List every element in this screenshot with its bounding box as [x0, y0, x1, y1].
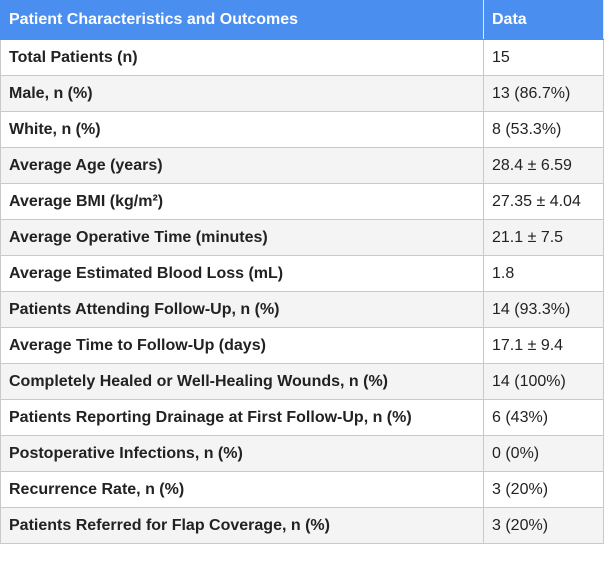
row-value: 3 (20%) [483, 507, 604, 544]
row-label: Average Age (years) [0, 147, 484, 184]
table-row: Total Patients (n) 15 [0, 39, 604, 76]
row-label: Patients Referred for Flap Coverage, n (… [0, 507, 484, 544]
row-value: 3 (20%) [483, 471, 604, 508]
header-row: Patient Characteristics and Outcomes Dat… [0, 0, 604, 40]
table-row: Recurrence Rate, n (%) 3 (20%) [0, 471, 604, 508]
row-value: 13 (86.7%) [483, 75, 604, 112]
patient-outcomes-table: Patient Characteristics and Outcomes Dat… [0, 0, 604, 544]
table-row: Patients Reporting Drainage at First Fol… [0, 399, 604, 436]
table-body: Total Patients (n) 15 Male, n (%) 13 (86… [0, 39, 604, 544]
row-label: Male, n (%) [0, 75, 484, 112]
row-value: 17.1 ± 9.4 [483, 327, 604, 364]
row-value: 1.8 [483, 255, 604, 292]
header-characteristics: Patient Characteristics and Outcomes [0, 0, 484, 40]
row-label: Average Estimated Blood Loss (mL) [0, 255, 484, 292]
row-label: Recurrence Rate, n (%) [0, 471, 484, 508]
row-label: Patients Attending Follow-Up, n (%) [0, 291, 484, 328]
row-value: 28.4 ± 6.59 [483, 147, 604, 184]
row-value: 15 [483, 39, 604, 76]
row-label: Completely Healed or Well-Healing Wounds… [0, 363, 484, 400]
row-label: Postoperative Infections, n (%) [0, 435, 484, 472]
row-label: Patients Reporting Drainage at First Fol… [0, 399, 484, 436]
table-row: Postoperative Infections, n (%) 0 (0%) [0, 435, 604, 472]
row-value: 8 (53.3%) [483, 111, 604, 148]
row-label: White, n (%) [0, 111, 484, 148]
row-label: Total Patients (n) [0, 39, 484, 76]
row-value: 6 (43%) [483, 399, 604, 436]
header-data: Data [483, 0, 604, 40]
row-value: 27.35 ± 4.04 [483, 183, 604, 220]
table-row: Average Estimated Blood Loss (mL) 1.8 [0, 255, 604, 292]
table-row: Average BMI (kg/m²) 27.35 ± 4.04 [0, 183, 604, 220]
table-row: Average Operative Time (minutes) 21.1 ± … [0, 219, 604, 256]
table-row: Average Age (years) 28.4 ± 6.59 [0, 147, 604, 184]
row-value: 14 (100%) [483, 363, 604, 400]
row-label: Average BMI (kg/m²) [0, 183, 484, 220]
row-value: 0 (0%) [483, 435, 604, 472]
table-header: Patient Characteristics and Outcomes Dat… [0, 0, 604, 40]
row-label: Average Time to Follow-Up (days) [0, 327, 484, 364]
table-row: Completely Healed or Well-Healing Wounds… [0, 363, 604, 400]
table-row: Average Time to Follow-Up (days) 17.1 ± … [0, 327, 604, 364]
table-row: Patients Attending Follow-Up, n (%) 14 (… [0, 291, 604, 328]
table-row: Patients Referred for Flap Coverage, n (… [0, 507, 604, 544]
row-value: 14 (93.3%) [483, 291, 604, 328]
table-row: White, n (%) 8 (53.3%) [0, 111, 604, 148]
row-label: Average Operative Time (minutes) [0, 219, 484, 256]
table-row: Male, n (%) 13 (86.7%) [0, 75, 604, 112]
row-value: 21.1 ± 7.5 [483, 219, 604, 256]
